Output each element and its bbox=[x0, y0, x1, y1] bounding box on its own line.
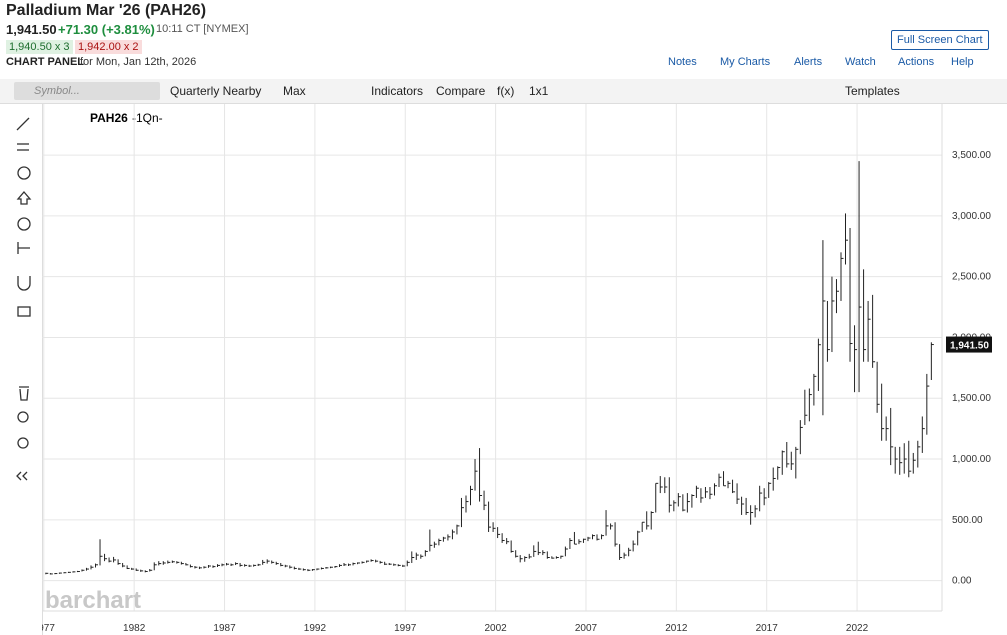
notes-link[interactable]: Notes bbox=[668, 56, 697, 68]
y-tick-label: 3,000.00 bbox=[952, 211, 991, 222]
full-screen-button[interactable]: Full Screen Chart bbox=[891, 30, 989, 50]
layout-menu[interactable]: 1x1 bbox=[529, 84, 549, 98]
alerts-link[interactable]: Alerts bbox=[794, 56, 823, 68]
watch-link[interactable]: Watch bbox=[845, 56, 876, 68]
indicators-button[interactable]: Indicators bbox=[371, 84, 424, 98]
drawing-toolbar bbox=[0, 104, 43, 635]
y-tick-label: 3,500.00 bbox=[952, 150, 991, 161]
panel-date: for Mon, Jan 12th, 2026 bbox=[80, 56, 197, 68]
x-tick-label: 2002 bbox=[484, 623, 507, 634]
collapse-tool[interactable] bbox=[16, 471, 28, 481]
legend-period: -1Qn- bbox=[132, 111, 163, 125]
last-price-label: 1,941.50 bbox=[950, 341, 989, 352]
y-tick-label: 1,500.00 bbox=[952, 393, 991, 404]
annotation-tool[interactable] bbox=[17, 217, 31, 231]
bid: 1,940.50 x 3 bbox=[6, 40, 73, 54]
x-tick-label: 2007 bbox=[575, 623, 598, 634]
panel-label: CHART PANEL bbox=[6, 56, 85, 68]
legend-symbol: PAH26 bbox=[90, 111, 128, 125]
magnet-tool[interactable] bbox=[17, 276, 31, 291]
y-tick-label: 500.00 bbox=[952, 515, 983, 526]
quote-time: 10:11 CT [NYMEX] bbox=[156, 23, 249, 35]
zoom-out-tool[interactable] bbox=[17, 437, 29, 449]
x-tick-label: 2012 bbox=[665, 623, 688, 634]
my-charts-link[interactable]: My Charts bbox=[720, 56, 771, 68]
delete-tool[interactable] bbox=[19, 386, 29, 401]
y-tick-label: 0.00 bbox=[952, 576, 972, 587]
zoom-in-tool[interactable] bbox=[17, 411, 29, 423]
toolbar bbox=[0, 79, 1007, 104]
y-tick-label: 1,000.00 bbox=[952, 454, 991, 465]
fx-button[interactable]: f(x) bbox=[497, 84, 515, 98]
range-menu[interactable]: Max bbox=[283, 84, 306, 98]
actions-link[interactable]: Actions bbox=[898, 56, 935, 68]
chart: PAH26 -1Qn- 0.00 500.00 1,000.00 1,500.00 2,… bbox=[42, 104, 992, 634]
y-tick-label: 2,500.00 bbox=[952, 272, 991, 283]
price-change: +71.30 (+3.81%) bbox=[58, 22, 155, 37]
watermark: barchart bbox=[45, 587, 141, 614]
x-tick-label: 2017 bbox=[756, 623, 779, 634]
measure-tool[interactable] bbox=[17, 242, 30, 254]
last-price-badge bbox=[946, 336, 992, 353]
ask: 1,942.00 x 2 bbox=[75, 40, 142, 54]
compare-button[interactable]: Compare bbox=[436, 84, 486, 98]
x-tick-label: 1977 bbox=[42, 623, 55, 634]
trendline-tool[interactable] bbox=[16, 117, 30, 131]
x-tick-label: 2022 bbox=[846, 623, 869, 634]
templates-button[interactable]: Templates bbox=[845, 84, 900, 98]
drawing-tools bbox=[16, 117, 32, 481]
lock-tool[interactable] bbox=[17, 306, 31, 317]
x-tick-label: 1982 bbox=[123, 623, 146, 634]
x-tick-label: 1987 bbox=[213, 623, 236, 634]
last-price: 1,941.50 bbox=[6, 22, 57, 37]
period-menu[interactable]: Quarterly Nearby bbox=[170, 84, 262, 98]
title: Palladium Mar '26 (PAH26) bbox=[6, 2, 207, 19]
arrow-tool[interactable] bbox=[16, 191, 32, 205]
shape-tool[interactable] bbox=[17, 166, 31, 180]
x-tick-label: 1992 bbox=[304, 623, 327, 634]
x-tick-label: 1997 bbox=[394, 623, 417, 634]
symbol-input[interactable]: Symbol... bbox=[14, 82, 160, 100]
help-link[interactable]: Help bbox=[951, 56, 974, 68]
